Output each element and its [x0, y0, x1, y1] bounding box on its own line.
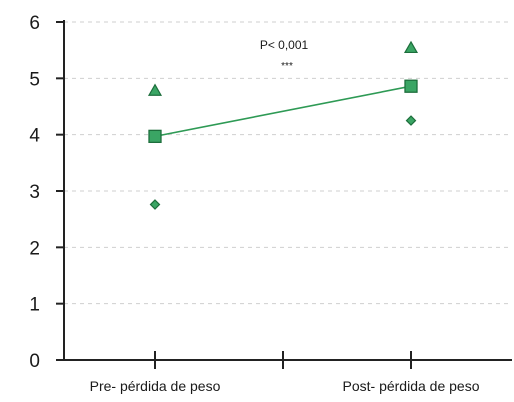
series-line: [154, 85, 412, 138]
x-category-label: Post- pérdida de peso: [343, 378, 480, 394]
axis-layer: 0 1 2 3 4 5 6 Pre- pérdida de peso Post- pérdida…: [29, 13, 512, 394]
y-tick-label: 3: [29, 182, 40, 203]
triangle-marker: [403, 40, 419, 54]
grid-layer: [64, 21, 512, 305]
square-marker: [148, 129, 162, 144]
label-layer: P< 0,001 ***: [260, 38, 309, 72]
series-layer: [147, 40, 419, 210]
y-tick-label: 1: [29, 295, 40, 316]
y-tick-label: 2: [29, 238, 40, 259]
diamond-marker: [149, 199, 161, 210]
y-tick-label: 6: [29, 13, 40, 34]
y-tick-label: 0: [29, 351, 40, 372]
y-tick-label: 5: [29, 69, 40, 90]
diamond-marker: [405, 115, 417, 126]
square-marker: [404, 79, 418, 93]
annotation-stars: ***: [281, 61, 293, 72]
triangle-marker: [147, 83, 163, 96]
annotation-pvalue: P< 0,001: [260, 38, 309, 52]
y-tick-label: 4: [29, 126, 40, 147]
x-category-label: Pre- pérdida de peso: [90, 378, 221, 394]
